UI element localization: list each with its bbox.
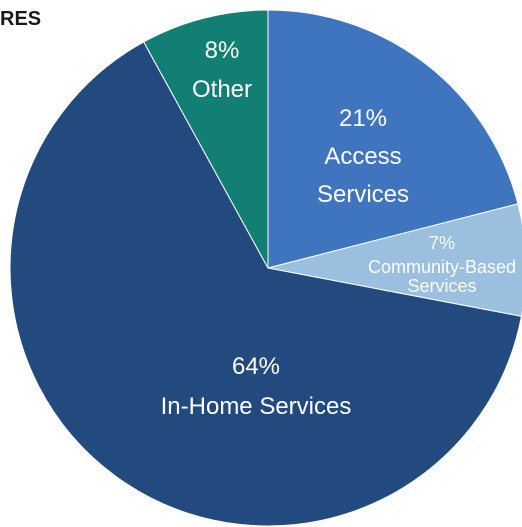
pie-slice	[267, 9, 519, 269]
pie-slice	[9, 41, 522, 527]
slice-category-label: Community-Based	[368, 257, 516, 277]
slice-percent-label: 21%	[339, 105, 387, 132]
slice-category-label: Services	[407, 276, 476, 296]
slice-category-label: Access	[324, 143, 401, 170]
slice-category-label: Other	[192, 76, 252, 103]
pie-slice	[143, 9, 269, 269]
slice-percent-label: 7%	[429, 233, 455, 253]
slice-category-label: Services	[317, 181, 409, 208]
chart-title: RES	[0, 8, 42, 30]
slice-percent-label: 64%	[232, 353, 280, 380]
slice-percent-label: 8%	[205, 37, 240, 64]
slice-category-label: In-Home Services	[161, 393, 352, 420]
